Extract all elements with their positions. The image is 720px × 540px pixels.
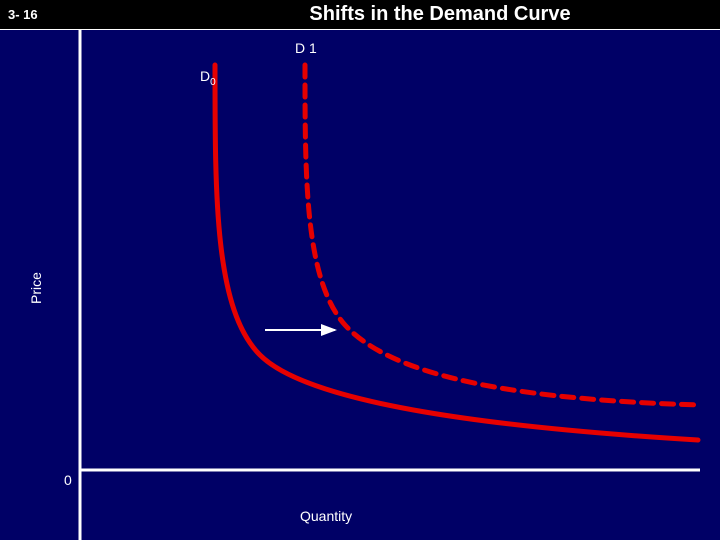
curve-d1 [305, 65, 700, 405]
chart-area: D 1 D0 0 Quantity Price [0, 30, 720, 540]
label-d0-sub: 0 [210, 77, 216, 88]
label-d1: D 1 [295, 40, 317, 56]
label-origin: 0 [64, 472, 72, 488]
label-d0-text: D [200, 68, 210, 84]
slide-number: 3- 16 [8, 7, 58, 22]
label-y-axis: Price [28, 272, 44, 304]
slide-title: Shifts in the Demand Curve [168, 3, 712, 26]
demand-chart [0, 30, 720, 540]
label-x-axis: Quantity [300, 508, 352, 524]
slide-header: 3- 16 Shifts in the Demand Curve [0, 0, 720, 30]
label-d0: D0 [200, 68, 216, 88]
curve-d0 [215, 65, 698, 440]
